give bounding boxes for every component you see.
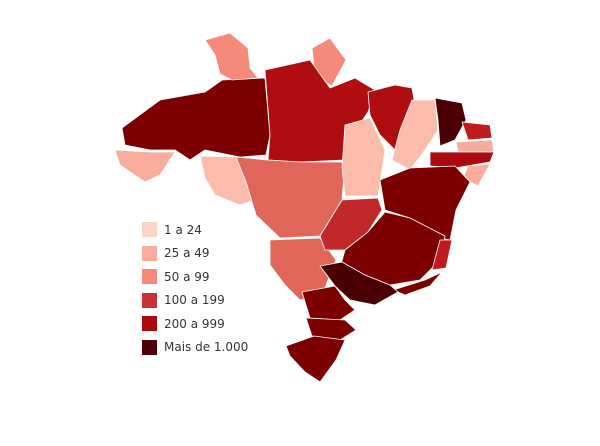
state-region-es xyxy=(431,239,453,271)
legend-label: Mais de 1.000 xyxy=(164,340,249,355)
state-region-pi xyxy=(391,99,439,171)
state-region-pb xyxy=(455,139,495,153)
state-region-al-se xyxy=(462,163,491,187)
legend-swatch xyxy=(142,222,157,238)
legend-item: 50 a 99 xyxy=(142,265,248,289)
legend-label: 100 a 199 xyxy=(164,293,225,308)
state-region-to xyxy=(341,117,386,197)
state-region-pe xyxy=(429,151,495,169)
state-region-rr xyxy=(204,32,259,81)
legend-item: 200 a 999 xyxy=(142,312,248,336)
legend-item: 100 a 199 xyxy=(142,289,248,313)
legend-item: Mais de 1.000 xyxy=(142,336,248,360)
state-region-ba xyxy=(379,165,471,241)
state-region-rn xyxy=(461,121,493,141)
state-region-am xyxy=(121,77,271,161)
legend: 1 a 24 25 a 49 50 a 99 100 a 199 200 a 9… xyxy=(142,218,248,359)
legend-item: 1 a 24 xyxy=(142,218,248,242)
legend-swatch xyxy=(142,292,157,308)
legend-label: 1 a 24 xyxy=(164,222,202,237)
state-region-rs xyxy=(285,335,346,383)
state-region-ce xyxy=(434,97,467,147)
state-region-sc xyxy=(305,317,357,341)
legend-item: 25 a 49 xyxy=(142,242,248,266)
legend-label: 200 a 999 xyxy=(164,316,225,331)
state-region-ac xyxy=(114,149,176,183)
legend-swatch xyxy=(142,245,157,261)
legend-label: 50 a 99 xyxy=(164,269,210,284)
legend-swatch xyxy=(142,269,157,285)
state-region-sp xyxy=(319,261,399,306)
legend-swatch xyxy=(142,339,157,355)
legend-label: 25 a 49 xyxy=(164,246,210,261)
state-region-rj xyxy=(392,271,443,296)
legend-swatch xyxy=(142,316,157,332)
state-region-go xyxy=(319,197,383,251)
